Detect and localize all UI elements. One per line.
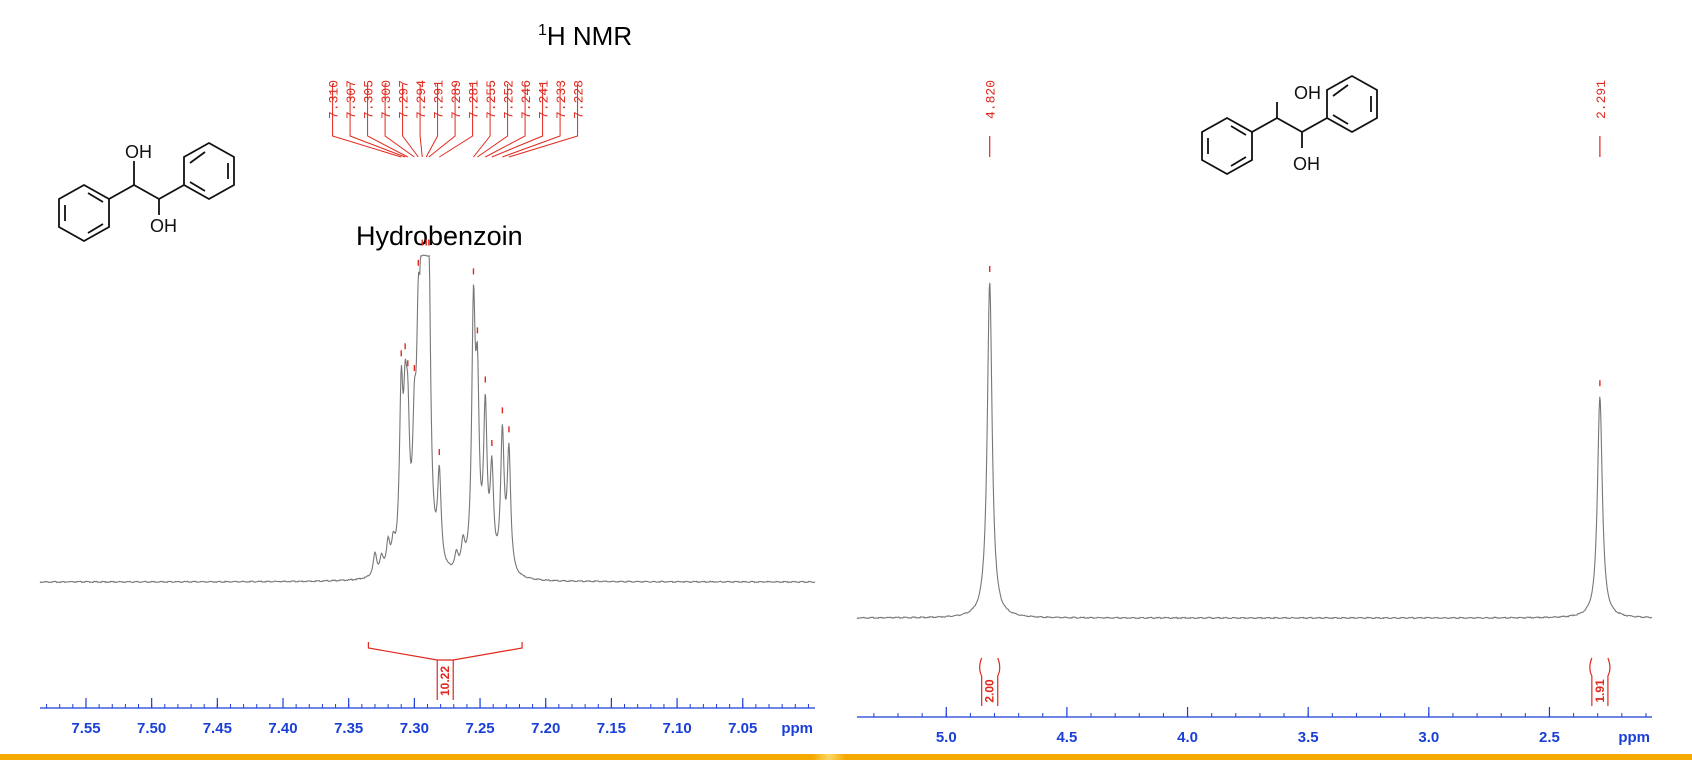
- peak-label: 7.307: [344, 80, 359, 119]
- compound-name: Hydrobenzoin: [356, 221, 523, 251]
- peak-label: 7.300: [379, 80, 394, 119]
- title-superscript: 1: [538, 22, 547, 39]
- integral-bracket: [1607, 657, 1611, 706]
- peak-label: 7.310: [327, 80, 342, 119]
- structure-hydrobenzoin-right: [1201, 74, 1378, 176]
- integral-bracket: [979, 657, 983, 706]
- integral-value: 2.00: [983, 679, 997, 703]
- integral-value: 1.91: [1593, 679, 1607, 703]
- peak-label-leader: [473, 84, 491, 158]
- peak-label: 7.291: [432, 80, 447, 119]
- spectrum-panel-aromatic: 7.310 7.307 7.305 7.300 7.297 7.294 7.291 7.289…: [39, 80, 816, 737]
- figure-title: 1H NMR: [538, 21, 632, 51]
- peak-label-leader: [502, 84, 561, 158]
- peak-label: 2.291: [1594, 80, 1609, 119]
- x-axis-label: ppm: [1618, 729, 1650, 746]
- title-text: H NMR: [547, 21, 632, 51]
- peak-label: 7.246: [519, 80, 534, 119]
- integral-bracket: [367, 642, 523, 661]
- bottom-accent-bar: [0, 754, 1692, 760]
- peak-label: 7.233: [554, 80, 569, 119]
- peak-label-leader: [477, 84, 509, 158]
- x-tick-label: 4.0: [1177, 729, 1198, 746]
- x-tick-label: 7.55: [71, 720, 100, 737]
- x-tick-label: 7.25: [465, 720, 494, 737]
- peak-label-leader: [508, 84, 579, 158]
- peak-label: 7.281: [467, 80, 482, 119]
- oh-label-top-left: OH: [125, 142, 152, 162]
- oh-label-top-right: OH: [1294, 83, 1321, 103]
- peak-label: 7.297: [397, 80, 412, 119]
- x-tick-label: 4.5: [1056, 729, 1077, 746]
- oh-label-bottom-right: OH: [1293, 154, 1320, 174]
- integral-bracket: [1589, 657, 1593, 706]
- x-tick-label: 7.10: [662, 720, 691, 737]
- peak-label-leader: [419, 84, 423, 158]
- x-tick-label: 7.35: [334, 720, 363, 737]
- x-tick-label: 7.40: [268, 720, 297, 737]
- peak-label: 7.294: [414, 80, 429, 119]
- peak-label-leader: [485, 84, 526, 158]
- peak-label-leader: [439, 84, 474, 158]
- x-tick-label: 3.0: [1418, 729, 1439, 746]
- x-tick-label: 7.05: [728, 720, 757, 737]
- peak-label-leader: [402, 84, 419, 158]
- oh-label-bottom-left: OH: [150, 216, 177, 236]
- peak-label-leader: [349, 84, 406, 158]
- peak-label: 7.305: [362, 80, 377, 119]
- peak-label: 7.289: [449, 80, 464, 119]
- integral-bracket: [997, 657, 1001, 706]
- x-tick-label: 7.45: [203, 720, 232, 737]
- peak-label-leader: [332, 84, 402, 158]
- peak-label-leader: [367, 84, 409, 158]
- x-axis-label: ppm: [781, 720, 813, 737]
- x-tick-label: 2.5: [1539, 729, 1560, 746]
- x-tick-label: 5.0: [936, 729, 957, 746]
- structure-hydrobenzoin-left: [58, 141, 235, 243]
- x-tick-label: 7.15: [597, 720, 626, 737]
- peak-label-leader: [491, 84, 544, 158]
- spectrum-panel-aliphatic: 4.820 2.291 2.00 1.91 5.0 4.5 4.0 3.5 3.0 2.5 ppm: [856, 80, 1653, 746]
- x-tick-label: 3.5: [1298, 729, 1319, 746]
- peak-label-leader: [428, 84, 456, 158]
- peak-label-leader: [425, 84, 439, 158]
- peak-label: 7.228: [572, 80, 587, 119]
- x-tick-label: 7.20: [531, 720, 560, 737]
- x-tick-label: 7.50: [137, 720, 166, 737]
- peak-label-leader: [384, 84, 415, 158]
- peak-label: 7.252: [502, 80, 517, 119]
- peak-label: 7.255: [484, 80, 499, 119]
- peak-label: 7.241: [537, 80, 552, 119]
- peak-label: 4.820: [984, 80, 999, 119]
- integral-value: 10.22: [438, 666, 452, 696]
- spectrum-trace: [856, 282, 1653, 620]
- x-tick-label: 7.30: [400, 720, 429, 737]
- spectrum-trace: [39, 254, 816, 584]
